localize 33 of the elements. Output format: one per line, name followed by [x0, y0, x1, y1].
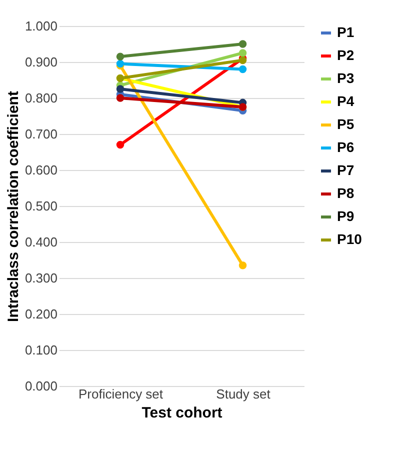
legend-label: P5	[337, 116, 354, 132]
point	[116, 94, 124, 102]
y-tick-label: 1.000	[24, 18, 58, 34]
y-axis-title: Intraclass correlation coefficient	[4, 91, 22, 322]
legend-label: P7	[337, 162, 354, 178]
y-tick-label: 0.000	[24, 378, 58, 394]
legend-label: P10	[337, 231, 362, 247]
y-tick-label: 0.700	[24, 126, 58, 142]
y-tick-label: 0.500	[24, 198, 58, 214]
y-tick-label: 0.400	[24, 234, 58, 250]
legend-label: P6	[337, 139, 354, 155]
point	[116, 85, 124, 93]
point	[238, 65, 247, 74]
x-tick-label: Study set	[216, 386, 271, 402]
point	[116, 140, 124, 149]
y-tick-label: 0.200	[24, 306, 58, 322]
y-tick-label: 0.800	[24, 90, 58, 106]
y-tick-label: 0.100	[24, 342, 58, 358]
point	[238, 40, 247, 48]
y-tick-label: 0.300	[24, 270, 58, 286]
point	[116, 52, 124, 60]
y-tick-label: 0.600	[24, 162, 58, 178]
y-tick-label: 0.900	[24, 54, 58, 70]
legend-label: P1	[337, 24, 354, 40]
x-axis-title: Test cohort	[142, 404, 222, 422]
x-tick-label: Proficiency set	[78, 386, 164, 402]
legend-label: P4	[337, 93, 354, 109]
point	[238, 49, 247, 57]
legend-label: P9	[337, 208, 354, 224]
legend-label: P2	[337, 47, 354, 63]
legend-label: P3	[337, 70, 354, 86]
legend-label: P8	[337, 185, 354, 201]
point	[238, 262, 247, 270]
